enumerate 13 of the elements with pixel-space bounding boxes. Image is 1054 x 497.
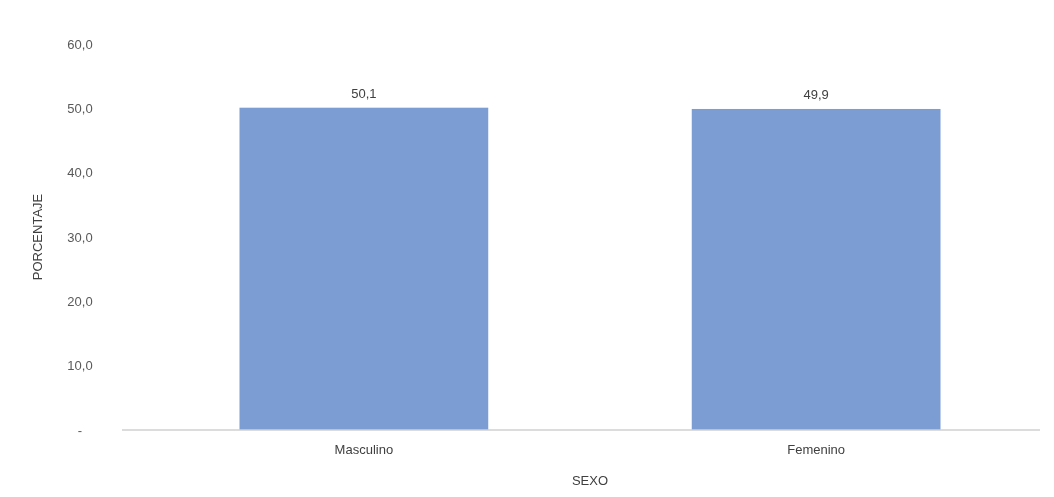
- data-label: 49,9: [803, 86, 829, 102]
- y-tick-label: 50,0: [67, 100, 93, 116]
- y-tick-label: 40,0: [67, 165, 93, 181]
- y-tick-label: 30,0: [67, 229, 93, 245]
- y-axis-title: PORCENTAJE: [30, 193, 45, 281]
- y-tick-label: 10,0: [67, 358, 93, 374]
- x-tick-label: Femenino: [787, 442, 846, 457]
- y-tick-label: -: [77, 422, 83, 438]
- data-label: 50,1: [351, 85, 377, 101]
- y-tick-label: 20,0: [67, 293, 93, 309]
- x-tick-label: Masculino: [334, 442, 394, 457]
- x-axis-title: SEXO: [571, 473, 609, 488]
- y-tick-label: 60,0: [67, 36, 93, 52]
